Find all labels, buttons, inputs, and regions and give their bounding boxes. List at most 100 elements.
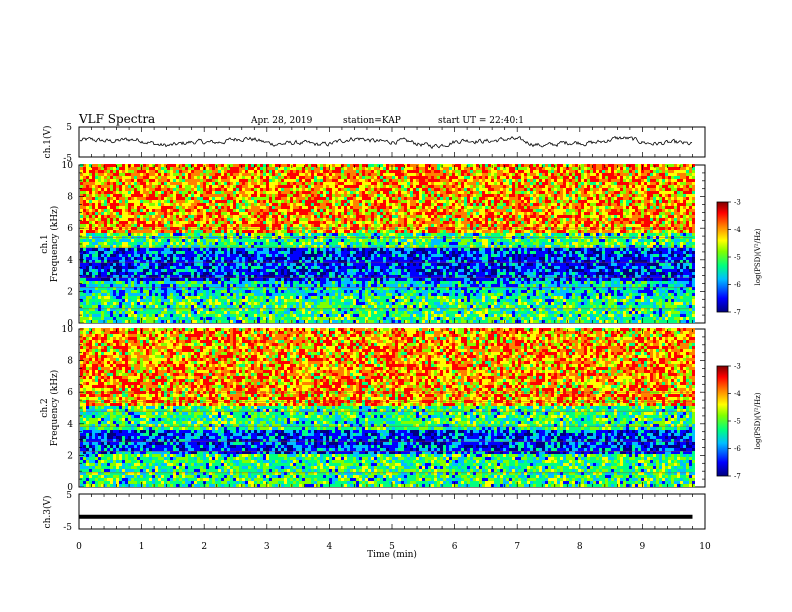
spectrogram-cell <box>179 302 182 305</box>
spectrogram-cell <box>107 245 110 248</box>
spectrogram-cell <box>116 251 119 254</box>
spectrogram-cell <box>233 308 236 311</box>
spectrogram-cell <box>155 218 158 221</box>
spectrogram-cell <box>143 233 146 236</box>
spectrogram-cell <box>83 176 86 179</box>
spectrogram-cell <box>167 272 170 275</box>
spectrogram-cell <box>320 164 323 167</box>
spectrogram-cell <box>191 215 194 218</box>
spectrogram-cell <box>131 305 134 308</box>
spectrogram-cell <box>149 257 152 260</box>
spectrogram-cell <box>233 290 236 293</box>
spectrogram-cell <box>137 248 140 251</box>
spectrogram-cell <box>236 317 239 320</box>
spectrogram-cell <box>287 209 290 212</box>
spectrogram-cell <box>275 320 278 323</box>
spectrogram-cell <box>287 221 290 224</box>
spectrogram-cell <box>104 245 107 248</box>
spectrogram-cell <box>125 263 128 266</box>
spectrogram-cell <box>131 212 134 215</box>
spectrogram-cell <box>338 209 341 212</box>
spectrogram-cell <box>128 269 131 272</box>
spectrogram-cell <box>296 278 299 281</box>
spectrogram-cell <box>197 218 200 221</box>
spectrogram-cell <box>287 212 290 215</box>
spectrogram-cell <box>140 218 143 221</box>
spectrogram-cell <box>95 272 98 275</box>
spectrogram-cell <box>239 257 242 260</box>
spectrogram-cell <box>185 176 188 179</box>
spectrogram-cell <box>242 191 245 194</box>
spectrogram-cell <box>281 200 284 203</box>
spectrogram-cell <box>317 320 320 323</box>
spectrogram-cell <box>353 260 356 263</box>
spectrogram-cell <box>251 197 254 200</box>
spectrogram-cell <box>113 317 116 320</box>
spectrogram-cell <box>110 200 113 203</box>
spectrogram-cell <box>299 245 302 248</box>
spectrogram-cell <box>350 257 353 260</box>
spectrogram-cell <box>230 188 233 191</box>
spectrogram-cell <box>335 233 338 236</box>
spectrogram-cell <box>89 230 92 233</box>
spectrogram-cell <box>131 209 134 212</box>
spectrogram-cell <box>224 170 227 173</box>
spectrogram-cell <box>104 185 107 188</box>
spectrogram-cell <box>317 194 320 197</box>
spectrogram-cell <box>335 284 338 287</box>
spectrogram-cell <box>311 200 314 203</box>
spectrogram-cell <box>137 224 140 227</box>
spectrogram-cell <box>179 320 182 323</box>
spectrogram-cell <box>116 203 119 206</box>
spectrogram-cell <box>95 224 98 227</box>
spectrogram-cell <box>272 167 275 170</box>
spectrogram-cell <box>119 296 122 299</box>
spectrogram-cell <box>179 209 182 212</box>
spectrogram-cell <box>290 209 293 212</box>
spectrogram-cell <box>242 287 245 290</box>
spectrogram-cell <box>113 200 116 203</box>
spectrogram-cell <box>140 233 143 236</box>
spectrogram-cell <box>104 179 107 182</box>
spectrogram-cell <box>203 278 206 281</box>
spectrogram-cell <box>266 275 269 278</box>
spectrogram-cell <box>89 176 92 179</box>
spectrogram-cell <box>323 257 326 260</box>
spectrogram-cell <box>149 254 152 257</box>
spectrogram-cell <box>203 200 206 203</box>
spectrogram-cell <box>197 260 200 263</box>
spectrogram-cell <box>110 311 113 314</box>
spectrogram-cell <box>152 200 155 203</box>
spectrogram-cell <box>194 248 197 251</box>
spectrogram-cell <box>182 188 185 191</box>
spectrogram-cell <box>125 179 128 182</box>
spectrogram-cell <box>131 176 134 179</box>
spectrogram-cell <box>251 320 254 323</box>
spectrogram-cell <box>119 206 122 209</box>
spectrogram-cell <box>173 191 176 194</box>
spectrogram-cell <box>254 182 257 185</box>
spectrogram-cell <box>140 251 143 254</box>
spectrogram-cell <box>305 281 308 284</box>
spectrogram-cell <box>119 173 122 176</box>
spectrogram-cell <box>119 212 122 215</box>
spectrogram-cell <box>299 299 302 302</box>
spectrogram-cell <box>179 287 182 290</box>
spectrogram-cell <box>110 230 113 233</box>
spectrogram-cell <box>260 203 263 206</box>
spectrogram-cell <box>101 242 104 245</box>
spectrogram-cell <box>161 266 164 269</box>
spectrogram-cell <box>284 167 287 170</box>
spectrogram-cell <box>299 254 302 257</box>
spectrogram-cell <box>113 272 116 275</box>
spectrogram-cell <box>89 296 92 299</box>
spectrogram-cell <box>290 296 293 299</box>
spectrogram-cell <box>89 248 92 251</box>
spectrogram-cell <box>119 293 122 296</box>
spectrogram-cell <box>158 179 161 182</box>
spectrogram-cell <box>206 257 209 260</box>
spectrogram-cell <box>251 311 254 314</box>
spectrogram-cell <box>131 224 134 227</box>
spectrogram-cell <box>260 320 263 323</box>
spectrogram-cell <box>326 266 329 269</box>
